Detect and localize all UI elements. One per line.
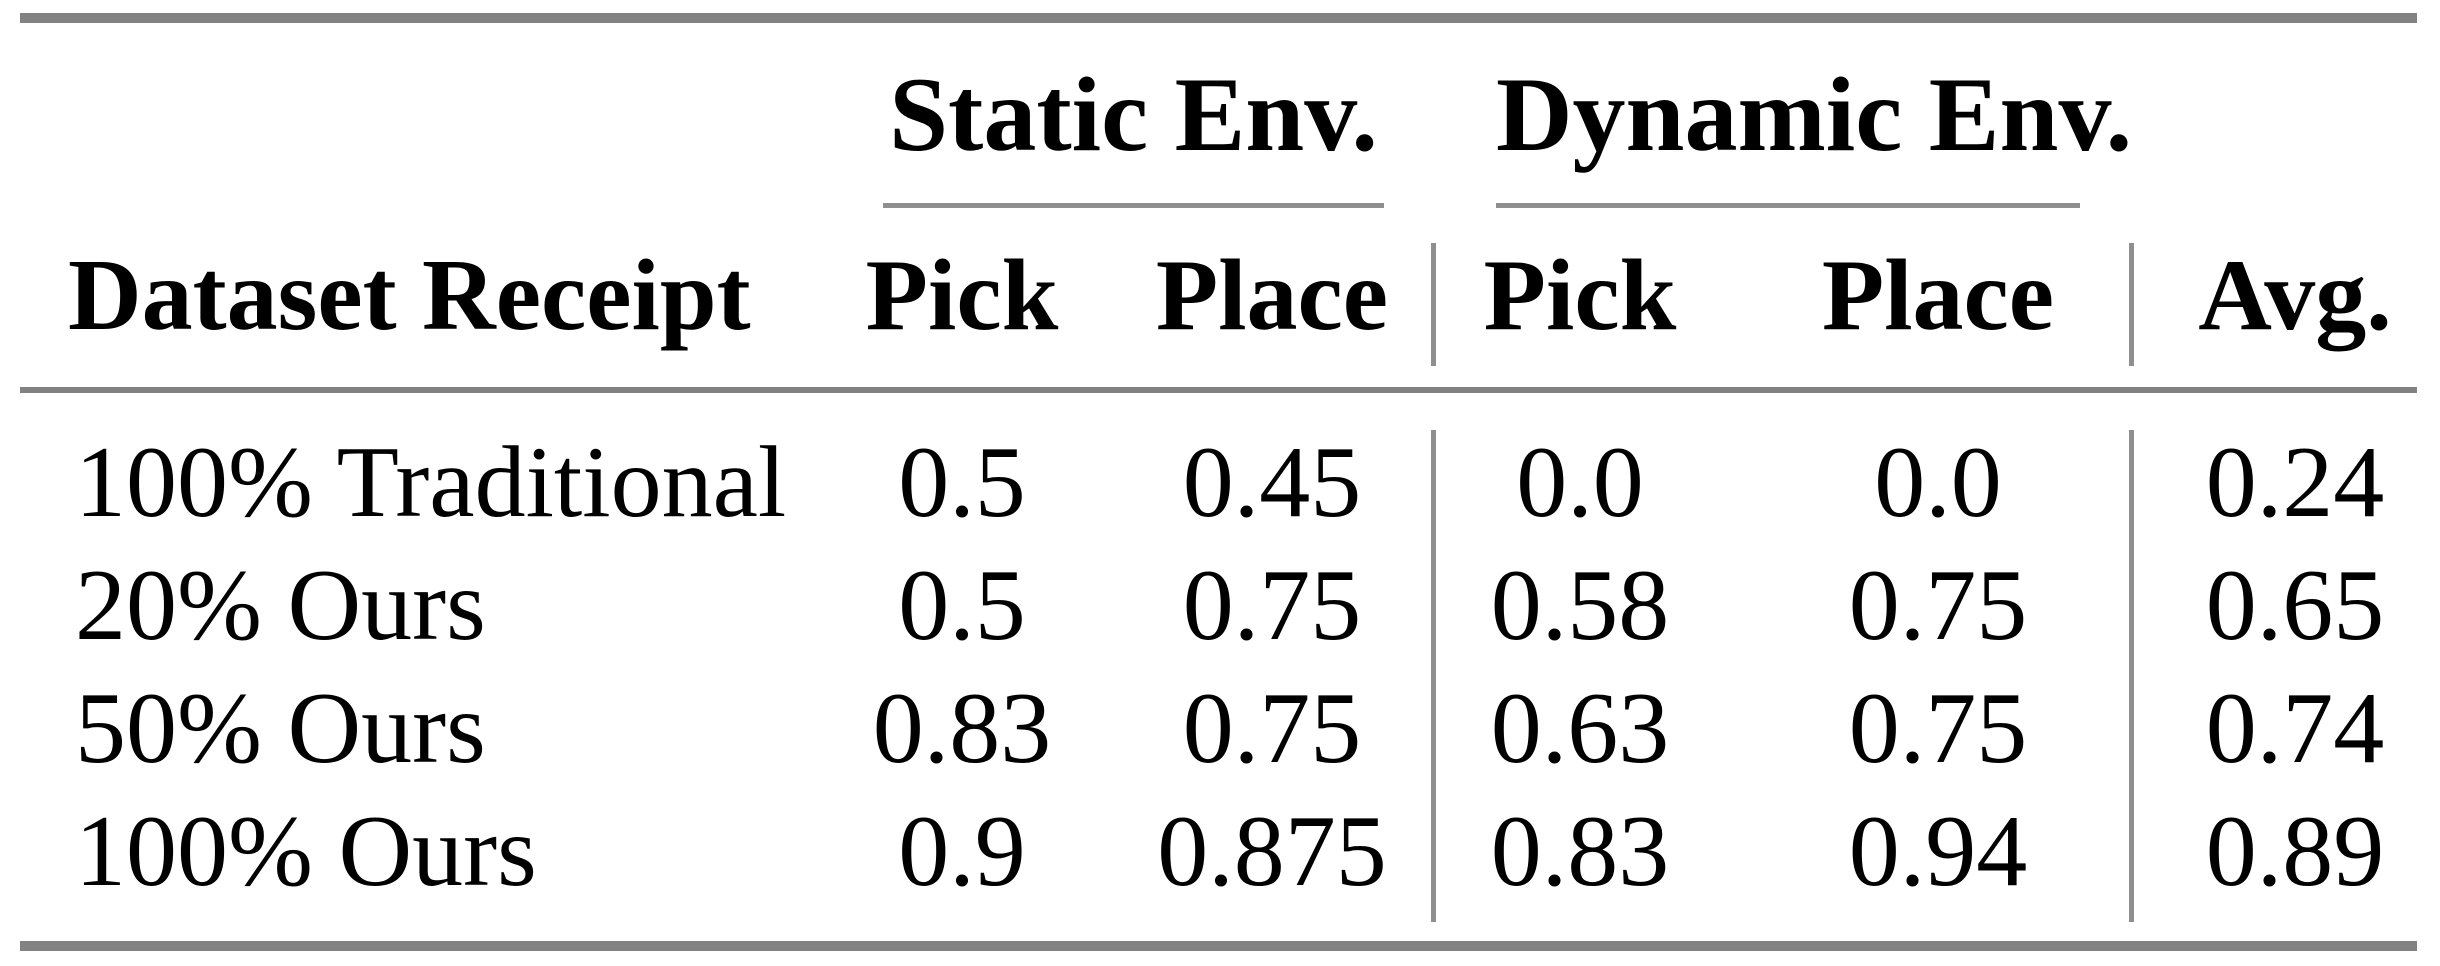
row-label-100-ours: 100% Ours: [75, 795, 537, 908]
cell-r4-dynamic-pick: 0.83: [1490, 795, 1670, 908]
vertical-separator-avg-header: [2129, 243, 2134, 366]
cell-r4-static-pick: 0.9: [898, 795, 1026, 908]
row-label-50-ours: 50% Ours: [75, 672, 486, 785]
vertical-separator-static-dynamic-body: [1431, 430, 1436, 922]
column-header-static-place: Place: [1155, 239, 1389, 352]
table-top-rule: [20, 13, 2417, 23]
cell-r3-static-pick: 0.83: [872, 672, 1052, 785]
column-header-dynamic-pick: Pick: [1483, 239, 1677, 352]
cell-r2-dynamic-place: 0.75: [1848, 549, 2028, 662]
row-label-100-traditional: 100% Traditional: [75, 426, 787, 539]
vertical-separator-static-dynamic-header: [1431, 243, 1436, 366]
cell-r2-static-pick: 0.5: [898, 549, 1026, 662]
cell-r3-static-place: 0.75: [1182, 672, 1362, 785]
column-header-avg: Avg.: [2198, 239, 2392, 352]
cell-r1-avg: 0.24: [2205, 426, 2385, 539]
column-header-static-pick: Pick: [865, 239, 1059, 352]
cell-r1-static-place: 0.45: [1182, 426, 1362, 539]
cell-r4-avg: 0.89: [2205, 795, 2385, 908]
table-header-rule: [20, 387, 2417, 393]
cell-r1-dynamic-place: 0.0: [1874, 426, 2002, 539]
static-env-underline-rule: [883, 203, 1384, 208]
cell-r1-dynamic-pick: 0.0: [1516, 426, 1644, 539]
cell-r3-dynamic-pick: 0.63: [1490, 672, 1670, 785]
cell-r1-static-pick: 0.5: [898, 426, 1026, 539]
cell-r3-avg: 0.74: [2205, 672, 2385, 785]
group-header-static-env: Static Env.: [889, 56, 1378, 173]
group-header-dynamic-env: Dynamic Env.: [1496, 56, 2133, 173]
column-header-dynamic-place: Place: [1821, 239, 2055, 352]
cell-r2-dynamic-pick: 0.58: [1490, 549, 1670, 662]
table-bottom-rule: [20, 941, 2417, 951]
column-header-dataset-receipt: Dataset Receipt: [68, 239, 751, 352]
cell-r2-avg: 0.65: [2205, 549, 2385, 662]
cell-r3-dynamic-place: 0.75: [1848, 672, 2028, 785]
vertical-separator-avg-body: [2129, 430, 2134, 922]
dynamic-env-underline-rule: [1496, 203, 2080, 208]
cell-r4-dynamic-place: 0.94: [1848, 795, 2028, 908]
cell-r4-static-place: 0.875: [1157, 795, 1387, 908]
row-label-20-ours: 20% Ours: [75, 549, 486, 662]
cell-r2-static-place: 0.75: [1182, 549, 1362, 662]
